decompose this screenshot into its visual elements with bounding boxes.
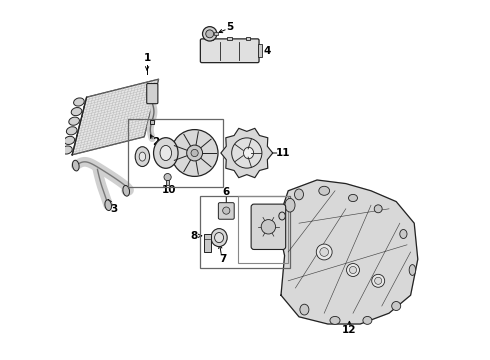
Text: 10: 10 [162, 185, 177, 195]
Bar [200, 196, 290, 268]
Circle shape [187, 145, 202, 161]
Ellipse shape [215, 233, 223, 243]
Bar [209, 37, 214, 40]
Ellipse shape [330, 316, 340, 324]
Bar [128, 119, 223, 187]
Ellipse shape [348, 194, 358, 202]
Circle shape [346, 264, 360, 276]
Text: 4: 4 [264, 46, 271, 56]
Bar [166, 180, 170, 185]
Ellipse shape [135, 147, 149, 167]
Circle shape [316, 244, 332, 260]
Ellipse shape [71, 108, 82, 116]
Bar [214, 32, 219, 35]
Circle shape [375, 277, 382, 284]
Polygon shape [72, 79, 159, 155]
Ellipse shape [400, 230, 407, 239]
Ellipse shape [279, 212, 285, 220]
Polygon shape [277, 180, 418, 324]
Bar [150, 120, 154, 124]
Ellipse shape [300, 304, 309, 315]
Ellipse shape [62, 146, 72, 154]
Circle shape [232, 138, 262, 168]
Ellipse shape [244, 147, 254, 159]
Text: 5: 5 [226, 22, 234, 32]
Circle shape [206, 30, 214, 38]
Text: 8: 8 [190, 231, 197, 241]
Text: 1: 1 [144, 53, 151, 63]
Bar [245, 37, 250, 40]
FancyBboxPatch shape [200, 39, 259, 63]
Ellipse shape [123, 185, 129, 196]
Text: 6: 6 [222, 187, 230, 197]
Ellipse shape [374, 205, 382, 213]
FancyBboxPatch shape [219, 203, 234, 219]
Ellipse shape [160, 145, 172, 161]
Polygon shape [221, 129, 273, 177]
Text: 11: 11 [275, 148, 290, 158]
Ellipse shape [73, 160, 79, 171]
Bar [258, 45, 262, 57]
Ellipse shape [363, 316, 372, 324]
Circle shape [171, 130, 218, 176]
Bar [204, 234, 211, 252]
FancyBboxPatch shape [147, 84, 158, 104]
Bar [227, 37, 232, 40]
Text: 9: 9 [277, 233, 284, 243]
Ellipse shape [69, 117, 79, 125]
Ellipse shape [64, 136, 74, 144]
Ellipse shape [285, 198, 295, 212]
Circle shape [202, 27, 217, 41]
Ellipse shape [153, 138, 178, 168]
Circle shape [349, 266, 357, 274]
Text: 2: 2 [152, 137, 159, 147]
Ellipse shape [392, 301, 401, 310]
Ellipse shape [139, 152, 146, 161]
Text: 3: 3 [110, 204, 117, 214]
Ellipse shape [105, 200, 112, 211]
Text: 12: 12 [342, 325, 357, 336]
Text: 7: 7 [220, 254, 227, 264]
Ellipse shape [294, 189, 303, 200]
Circle shape [191, 149, 198, 157]
FancyBboxPatch shape [251, 204, 286, 249]
Circle shape [261, 220, 275, 234]
Ellipse shape [319, 186, 330, 195]
Ellipse shape [409, 265, 416, 275]
Ellipse shape [67, 127, 77, 135]
Circle shape [320, 248, 329, 256]
Ellipse shape [211, 229, 227, 247]
Bar [238, 196, 288, 263]
Ellipse shape [74, 98, 84, 106]
Circle shape [222, 207, 230, 214]
Circle shape [372, 274, 385, 287]
Circle shape [164, 174, 171, 181]
